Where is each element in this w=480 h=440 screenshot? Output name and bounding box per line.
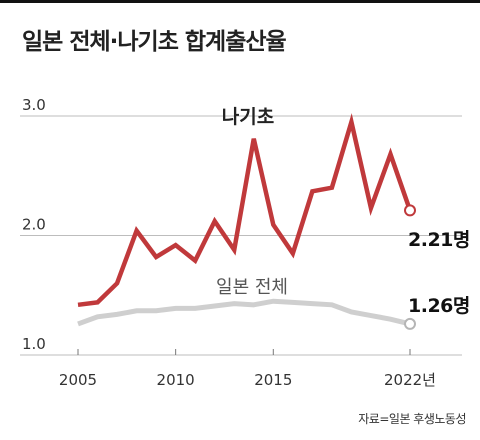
y-axis-ticks: 1.0 2.0 3.0 bbox=[22, 96, 46, 353]
x-tick-label: 2015 bbox=[254, 371, 292, 389]
series-line-nagicho bbox=[77, 113, 413, 308]
end-value-japan: 1.26명 bbox=[408, 295, 470, 317]
series-line-japan bbox=[77, 298, 411, 327]
end-value-nagicho: 2.21명 bbox=[408, 229, 470, 251]
y-tick-label: 2.0 bbox=[22, 216, 46, 234]
x-tick-label: 2022년 bbox=[384, 371, 436, 389]
x-axis-ticks: 2005 2010 2015 2022년 bbox=[59, 349, 436, 389]
y-tick-label: 1.0 bbox=[22, 335, 46, 353]
grid-lines bbox=[20, 115, 462, 356]
chart-title: 일본 전체·나기초 합계출산율 bbox=[22, 29, 287, 55]
x-tick-label: 2010 bbox=[157, 371, 195, 389]
top-rule bbox=[0, 0, 480, 3]
end-marker-nagicho bbox=[404, 204, 416, 217]
series-lines bbox=[77, 113, 416, 330]
source-note: 자료=일본 후생노동성 bbox=[358, 412, 466, 426]
series-label-nagicho: 나기초 bbox=[222, 106, 274, 128]
y-tick-label: 3.0 bbox=[22, 96, 46, 114]
end-marker-japan bbox=[404, 317, 416, 330]
x-tick-label: 2005 bbox=[59, 371, 97, 389]
series-label-japan: 일본 전체 bbox=[216, 277, 288, 298]
